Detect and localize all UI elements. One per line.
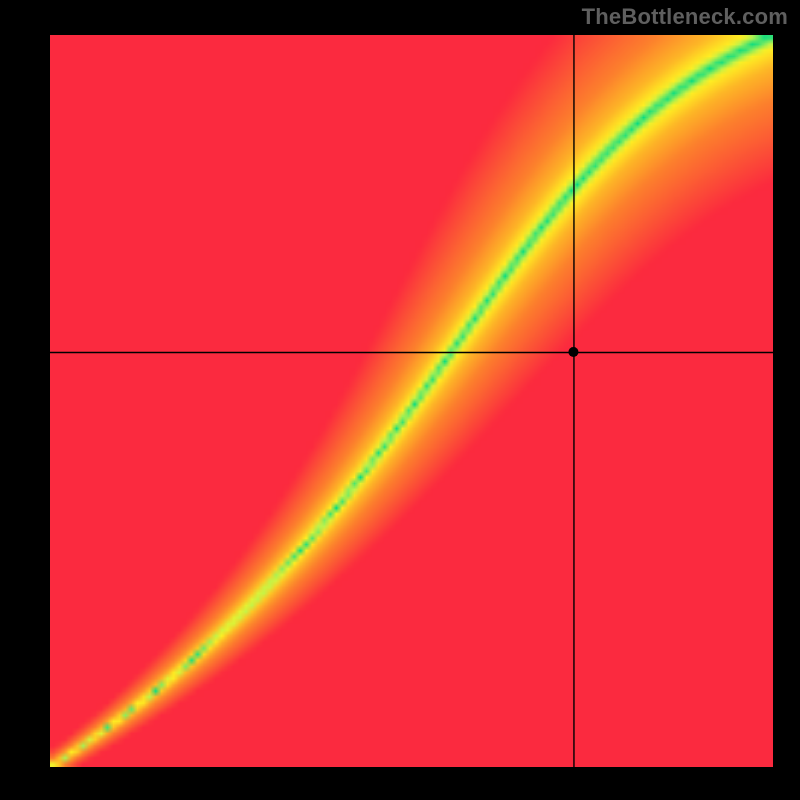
watermark-text: TheBottleneck.com bbox=[582, 4, 788, 30]
figure-wrap: TheBottleneck.com bbox=[0, 0, 800, 800]
bottleneck-heatmap bbox=[0, 0, 800, 800]
